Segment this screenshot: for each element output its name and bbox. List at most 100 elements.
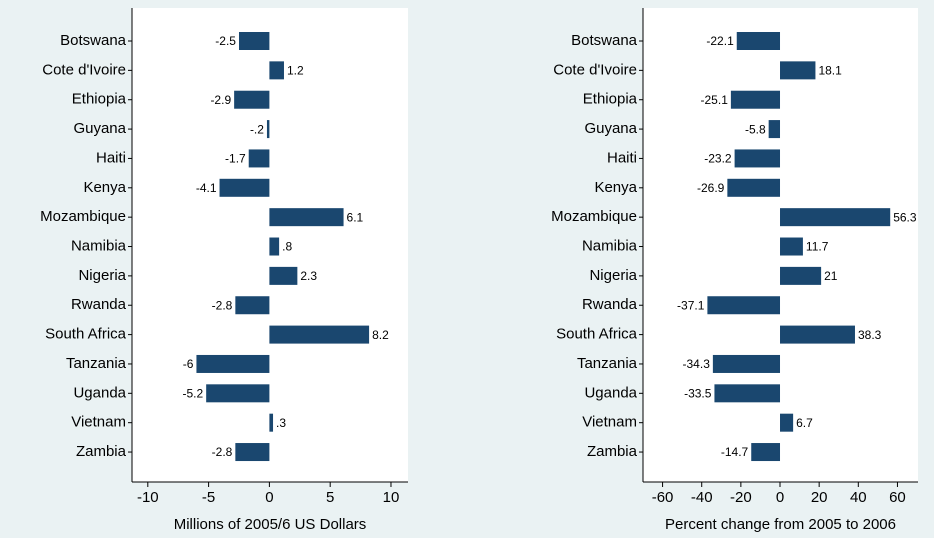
bar — [206, 384, 270, 403]
category-label: Vietnam — [582, 414, 637, 431]
bar — [269, 413, 274, 432]
category-label: Mozambique — [551, 208, 637, 225]
bar — [269, 208, 344, 227]
bar — [707, 296, 781, 315]
category-label: Haiti — [96, 149, 126, 166]
x-tick-label: -60 — [652, 489, 674, 506]
value-label: -5.2 — [182, 386, 203, 400]
value-label: 21 — [824, 269, 838, 283]
bar — [269, 325, 370, 344]
bar — [780, 325, 855, 344]
x-tick-label: 40 — [850, 489, 867, 506]
category-label: Tanzania — [577, 355, 638, 372]
value-label: -6 — [183, 357, 194, 371]
category-label: Cote d'Ivoire — [42, 61, 126, 78]
category-label: Nigeria — [589, 267, 637, 284]
bar — [780, 208, 891, 227]
category-label: Mozambique — [40, 208, 126, 225]
value-label: .8 — [282, 240, 292, 254]
value-label: -.2 — [250, 122, 264, 136]
bar — [751, 443, 781, 462]
bar — [269, 266, 298, 285]
value-label: -2.8 — [212, 298, 233, 312]
x-tick-label: -40 — [691, 489, 713, 506]
value-label: -37.1 — [677, 298, 705, 312]
bar — [780, 266, 822, 285]
value-label: -23.2 — [704, 152, 732, 166]
bar — [714, 384, 781, 403]
bar — [780, 237, 803, 256]
bar — [712, 354, 781, 373]
category-label: Zambia — [76, 443, 127, 460]
bar — [780, 413, 794, 432]
bar — [266, 120, 270, 139]
value-label: -2.5 — [215, 34, 236, 48]
category-label: Nigeria — [78, 267, 126, 284]
category-label: Kenya — [594, 179, 637, 196]
x-tick-label: 0 — [265, 489, 273, 506]
value-label: 6.7 — [796, 416, 813, 430]
x-axis-title: Millions of 2005/6 US Dollars — [174, 516, 367, 533]
value-label: -4.1 — [196, 181, 217, 195]
bar — [269, 237, 280, 256]
bar — [196, 354, 270, 373]
value-label: -25.1 — [701, 93, 729, 107]
category-label: Rwanda — [71, 296, 127, 313]
category-label: Zambia — [587, 443, 638, 460]
x-tick-label: -5 — [202, 489, 215, 506]
category-label: Tanzania — [66, 355, 127, 372]
category-label: Ethiopia — [583, 91, 638, 108]
value-label: 2.3 — [300, 269, 317, 283]
bar — [234, 90, 270, 109]
category-label: Guyana — [584, 120, 637, 137]
value-label: 38.3 — [858, 328, 882, 342]
value-label: 11.7 — [806, 240, 829, 254]
bar — [248, 149, 270, 168]
x-tick-label: 0 — [776, 489, 784, 506]
value-label: -5.8 — [745, 122, 766, 136]
value-label: 56.3 — [893, 210, 917, 224]
value-label: 8.2 — [372, 328, 389, 342]
x-tick-label: 20 — [811, 489, 828, 506]
x-tick-label: -20 — [730, 489, 752, 506]
category-label: Namibia — [71, 237, 127, 254]
value-label: -2.8 — [212, 445, 233, 459]
category-label: Botswana — [60, 32, 127, 49]
value-label: -26.9 — [697, 181, 725, 195]
bar — [727, 178, 781, 197]
bar — [269, 61, 284, 80]
value-label: 18.1 — [818, 64, 842, 78]
bar — [238, 32, 270, 50]
bar — [219, 178, 270, 197]
category-label: South Africa — [45, 326, 127, 343]
bar — [768, 120, 781, 139]
category-label: Botswana — [571, 32, 638, 49]
category-label: Ethiopia — [72, 91, 127, 108]
value-label: -33.5 — [684, 386, 712, 400]
x-tick-label: 60 — [889, 489, 906, 506]
category-label: Cote d'Ivoire — [553, 61, 637, 78]
value-label: -1.7 — [225, 152, 246, 166]
bar — [235, 443, 270, 462]
bar — [734, 149, 781, 168]
value-label: .3 — [276, 416, 286, 430]
x-tick-label: 10 — [383, 489, 400, 506]
x-tick-label: -10 — [137, 489, 159, 506]
x-axis-title: Percent change from 2005 to 2006 — [665, 516, 896, 533]
category-label: Guyana — [73, 120, 126, 137]
category-label: Vietnam — [71, 414, 126, 431]
category-label: Namibia — [582, 237, 638, 254]
bar — [736, 32, 781, 50]
category-label: Uganda — [73, 384, 126, 401]
bar — [780, 61, 816, 80]
x-tick-label: 5 — [326, 489, 334, 506]
value-label: 1.2 — [287, 64, 304, 78]
bar — [730, 90, 781, 109]
value-label: -34.3 — [683, 357, 711, 371]
category-label: South Africa — [556, 326, 638, 343]
category-label: Rwanda — [582, 296, 638, 313]
value-label: -22.1 — [706, 34, 734, 48]
bar — [235, 296, 270, 315]
